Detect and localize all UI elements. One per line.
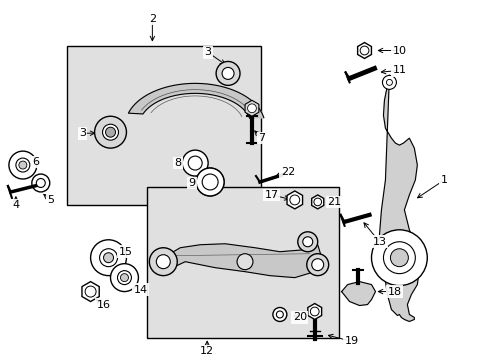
Circle shape [182, 150, 208, 176]
Text: 15: 15 [118, 247, 132, 257]
Polygon shape [286, 191, 302, 209]
Circle shape [302, 237, 312, 247]
Polygon shape [307, 303, 321, 319]
Bar [66, 45, 261, 205]
Circle shape [247, 104, 256, 113]
Text: 16: 16 [96, 300, 110, 310]
Circle shape [94, 116, 126, 148]
Text: 2: 2 [148, 14, 156, 24]
Polygon shape [357, 42, 371, 58]
Text: 12: 12 [200, 346, 214, 356]
Circle shape [382, 75, 396, 89]
Circle shape [188, 156, 202, 170]
Circle shape [156, 255, 170, 269]
Text: 7: 7 [258, 133, 265, 143]
Circle shape [289, 195, 299, 205]
Text: 1: 1 [440, 175, 447, 185]
Circle shape [196, 168, 224, 196]
Text: 9: 9 [188, 178, 195, 188]
Circle shape [203, 175, 217, 189]
Circle shape [276, 311, 283, 318]
Text: 22: 22 [280, 167, 294, 177]
Polygon shape [128, 84, 263, 118]
Polygon shape [341, 282, 375, 306]
Text: 8: 8 [174, 158, 182, 168]
Text: 17: 17 [264, 190, 278, 200]
Polygon shape [82, 282, 99, 302]
Circle shape [371, 230, 427, 285]
Circle shape [272, 307, 286, 321]
Circle shape [105, 127, 115, 137]
Text: 3: 3 [204, 48, 211, 58]
Circle shape [16, 158, 30, 172]
Circle shape [297, 232, 317, 252]
Bar [147, 187, 338, 338]
Circle shape [103, 253, 113, 263]
Circle shape [386, 80, 392, 85]
Circle shape [117, 271, 131, 285]
Circle shape [196, 168, 224, 196]
Circle shape [102, 124, 118, 140]
Text: 3: 3 [79, 128, 86, 138]
Circle shape [110, 264, 138, 292]
Text: 21: 21 [327, 197, 341, 207]
Circle shape [149, 248, 177, 276]
Polygon shape [311, 195, 323, 209]
Circle shape [389, 249, 407, 267]
Circle shape [202, 174, 218, 190]
Circle shape [222, 67, 234, 80]
Polygon shape [163, 244, 321, 278]
Text: 10: 10 [391, 45, 406, 55]
Circle shape [90, 240, 126, 276]
Text: 18: 18 [386, 287, 401, 297]
Text: 5: 5 [47, 195, 54, 205]
Text: 20: 20 [292, 312, 306, 323]
Circle shape [100, 249, 117, 267]
Circle shape [19, 161, 27, 169]
Text: 6: 6 [32, 157, 39, 167]
Circle shape [216, 62, 240, 85]
Circle shape [85, 286, 96, 297]
Circle shape [311, 259, 323, 271]
Polygon shape [379, 75, 419, 321]
Circle shape [9, 151, 37, 179]
Circle shape [310, 307, 319, 316]
Text: 14: 14 [133, 284, 147, 294]
Circle shape [306, 254, 328, 276]
Text: 11: 11 [391, 66, 406, 76]
Circle shape [36, 179, 45, 188]
Text: 19: 19 [344, 336, 358, 346]
Circle shape [313, 198, 321, 206]
Polygon shape [244, 100, 258, 116]
Circle shape [360, 46, 368, 55]
Circle shape [383, 242, 414, 274]
Text: 13: 13 [372, 237, 386, 247]
Circle shape [32, 174, 50, 192]
Circle shape [237, 254, 252, 270]
Text: 4: 4 [12, 200, 20, 210]
Circle shape [120, 274, 128, 282]
